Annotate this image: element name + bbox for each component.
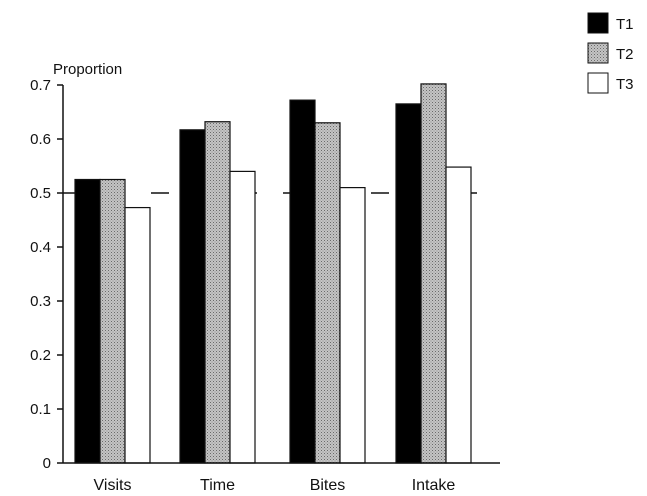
bar-t1-bites — [289, 99, 316, 464]
y-ticks-group: 0 0.1 0.2 0.3 0.4 0.5 0.6 0.7 — [30, 77, 63, 472]
y-tick-label: 0.1 — [30, 401, 51, 418]
x-category-label: Visits — [94, 477, 132, 494]
bar-t2-visits — [99, 178, 126, 464]
bar-t2-time — [204, 121, 231, 464]
x-category-label: Bites — [310, 477, 346, 494]
bar-t3-visits — [124, 206, 151, 464]
bar-t3-time — [229, 170, 256, 464]
y-tick-label: 0.3 — [30, 293, 51, 310]
bar-t1-time — [179, 129, 206, 464]
legend-label-t1: T1 — [616, 16, 634, 33]
legend-swatch-t3 — [587, 72, 609, 94]
y-tick-label: 0.5 — [30, 185, 51, 202]
legend-label-t2: T2 — [616, 46, 634, 63]
y-tick-label: 0.7 — [30, 77, 51, 94]
bar-t1-visits — [74, 178, 101, 464]
bar-t2-bites — [314, 122, 341, 464]
legend-label-t3: T3 — [616, 76, 634, 93]
y-tick-label: 0.2 — [30, 347, 51, 364]
x-labels-group: Visits Time Bites Intake — [94, 477, 456, 494]
legend-swatch-t1 — [587, 12, 609, 34]
x-category-label: Intake — [412, 477, 456, 494]
x-category-label: Time — [200, 477, 235, 494]
bar-t2-intake — [420, 83, 447, 464]
legend-swatch-t2 — [587, 42, 609, 64]
legend: T1 T2 T3 — [587, 12, 634, 94]
bar-t1-intake — [395, 103, 422, 464]
y-tick-label: 0 — [43, 455, 51, 472]
y-axis-label: Proportion — [53, 61, 122, 78]
bar-t3-intake — [445, 166, 472, 464]
bar-t3-bites — [339, 187, 366, 464]
y-tick-label: 0.6 — [30, 131, 51, 148]
bars-group — [74, 83, 472, 464]
y-tick-label: 0.4 — [30, 239, 51, 256]
